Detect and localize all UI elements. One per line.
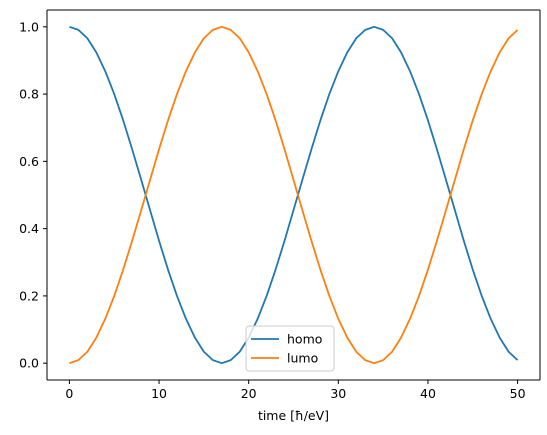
y-tick-label: 1.0 <box>19 19 39 34</box>
plot-area <box>47 10 540 380</box>
x-axis-label: time [ħ/eV] <box>258 408 329 423</box>
y-tick-label: 0.8 <box>19 87 39 102</box>
y-tick-label: 0.4 <box>19 221 39 236</box>
y-tick-label: 0.6 <box>19 154 39 169</box>
y-tick-label: 0.2 <box>19 288 39 303</box>
x-tick-label: 50 <box>510 386 526 401</box>
x-tick-label: 40 <box>420 386 436 401</box>
series-line-lumo <box>69 25 519 365</box>
axes-layer <box>46 9 541 381</box>
y-ticks: 0.0 0.2 0.4 0.6 0.8 1.0 <box>19 19 47 371</box>
x-tick-label: 10 <box>151 386 167 401</box>
series-layer <box>69 25 519 365</box>
y-tick-label: 0.0 <box>19 356 39 371</box>
series-line-homo <box>69 25 519 365</box>
x-tick-label: 0 <box>65 386 73 401</box>
legend: homo lumo <box>245 325 335 372</box>
x-tick-label: 20 <box>241 386 257 401</box>
x-tick-label: 30 <box>330 386 346 401</box>
legend-label-lumo: lumo <box>287 351 318 366</box>
legend-box <box>245 325 335 372</box>
x-ticks: 0 10 20 30 40 50 <box>65 380 526 401</box>
legend-label-homo: homo <box>287 332 322 347</box>
